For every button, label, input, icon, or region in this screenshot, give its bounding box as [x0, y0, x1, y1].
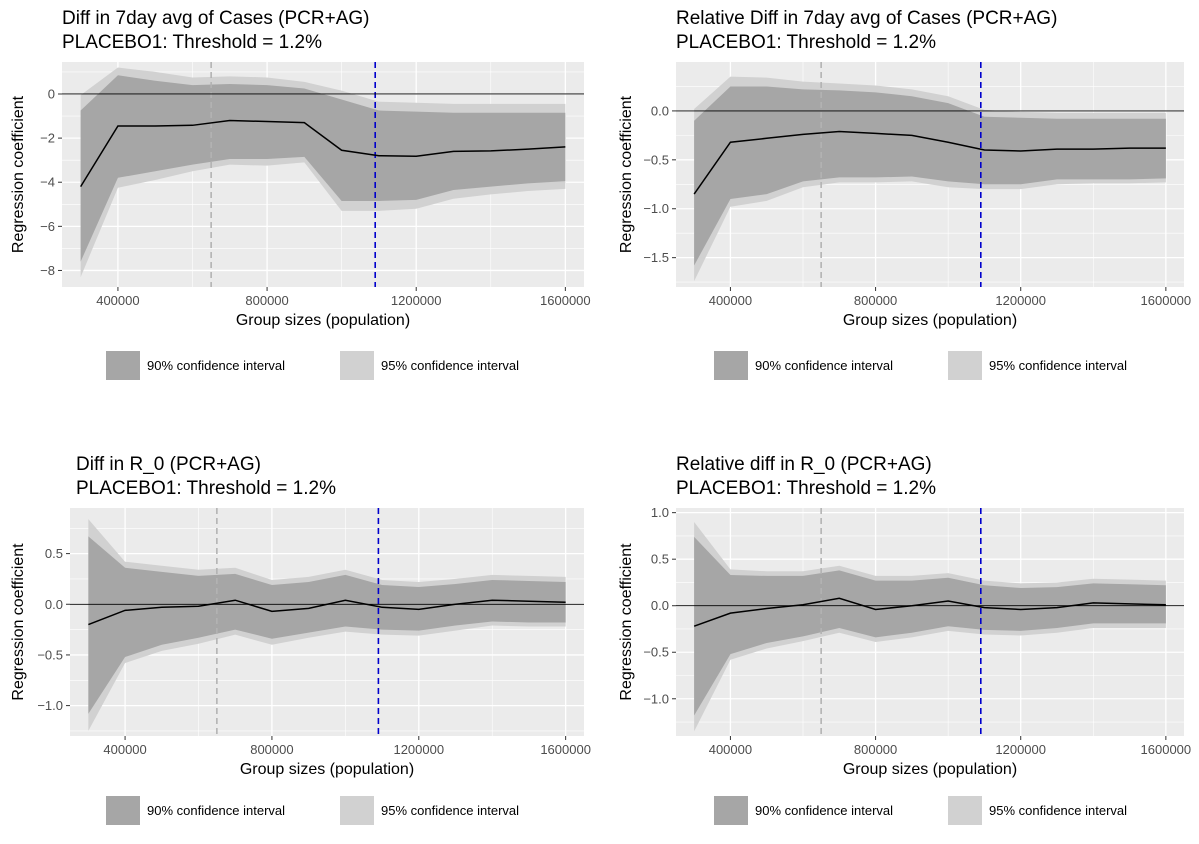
legend-label-ci95: 95% confidence interval: [381, 358, 519, 373]
legend-key-ci95: [340, 351, 374, 380]
chart-title: Diff in 7day avg of Cases (PCR+AG): [62, 8, 369, 29]
legend-label-ci90: 90% confidence interval: [755, 358, 893, 373]
ci90-ribbon: [694, 536, 1166, 716]
chart-panel-4: Relative diff in R_0 (PCR+AG) PLACEBO1: T…: [618, 454, 1191, 825]
legend-key-ci90: [106, 796, 140, 825]
x-tick-label: 1200000: [995, 742, 1046, 757]
legend-key-ci95: [948, 351, 982, 380]
y-tick-label: −8: [40, 263, 55, 278]
chart-subtitle: PLACEBO1: Threshold = 1.2%: [676, 32, 936, 53]
legend-label-ci95: 95% confidence interval: [989, 803, 1127, 818]
x-tick-label: 400000: [103, 742, 146, 757]
legend-label-ci90: 90% confidence interval: [755, 803, 893, 818]
y-axis-label: Regression coefficient: [618, 95, 635, 253]
estimate-line: [80, 119, 566, 188]
chart-title: Diff in R_0 (PCR+AG): [76, 454, 261, 475]
x-tick-label: 1600000: [1141, 293, 1192, 308]
y-tick-label: −2: [40, 131, 55, 146]
y-tick-label: 0.0: [651, 103, 669, 118]
x-tick-label: 400000: [96, 293, 139, 308]
y-tick-label: 0.0: [45, 597, 63, 612]
legend: 90% confidence interval 95% confidence in…: [106, 796, 519, 825]
x-tick-label: 400000: [709, 293, 752, 308]
x-tick-label: 1200000: [995, 293, 1046, 308]
y-tick-label: −0.5: [643, 645, 669, 660]
x-tick-label: 800000: [854, 293, 897, 308]
x-tick-label: 1600000: [540, 742, 591, 757]
ci90-ribbon: [88, 536, 566, 714]
x-tick-label: 1600000: [1141, 742, 1192, 757]
legend: 90% confidence interval 95% confidence in…: [714, 351, 1127, 380]
estimate-line: [693, 130, 1166, 195]
x-tick-label: 800000: [250, 742, 293, 757]
y-tick-label: −1.0: [643, 691, 669, 706]
y-axis-label: Regression coefficient: [618, 543, 635, 701]
legend-key-ci90: [714, 351, 748, 380]
legend-label-ci95: 95% confidence interval: [381, 803, 519, 818]
estimate-line: [88, 599, 566, 626]
legend-key-ci95: [948, 796, 982, 825]
x-tick-label: 800000: [245, 293, 288, 308]
y-tick-label: −6: [40, 219, 55, 234]
y-tick-label: −0.5: [643, 152, 669, 167]
y-tick-label: −4: [40, 175, 55, 190]
y-tick-label: 0: [48, 86, 55, 101]
chart-title: Relative Diff in 7day avg of Cases (PCR+…: [676, 8, 1057, 29]
y-tick-label: 0.0: [651, 598, 669, 613]
legend: 90% confidence interval 95% confidence in…: [714, 796, 1127, 825]
y-tick-label: −1.0: [643, 201, 669, 216]
x-tick-label: 400000: [709, 742, 752, 757]
legend-key-ci90: [714, 796, 748, 825]
ci90-ribbon: [80, 75, 566, 262]
chart-subtitle: PLACEBO1: Threshold = 1.2%: [62, 32, 322, 53]
legend-label-ci90: 90% confidence interval: [147, 358, 285, 373]
y-tick-label: −1.5: [643, 250, 669, 265]
y-axis-label: Regression coefficient: [10, 95, 27, 253]
y-tick-label: 1.0: [651, 505, 669, 520]
x-axis-label: Group sizes (population): [843, 761, 1017, 778]
y-tick-label: 0.5: [45, 546, 63, 561]
chart-panel-2: Relative Diff in 7day avg of Cases (PCR+…: [618, 8, 1191, 380]
chart-panel-3: Diff in R_0 (PCR+AG) PLACEBO1: Threshold …: [10, 454, 591, 825]
legend: 90% confidence interval 95% confidence in…: [106, 351, 519, 380]
x-axis-label: Group sizes (population): [240, 761, 414, 778]
chart-title: Relative diff in R_0 (PCR+AG): [676, 454, 932, 475]
chart-panel-1: Diff in 7day avg of Cases (PCR+AG) PLACEB…: [10, 8, 591, 380]
x-axis-label: Group sizes (population): [843, 312, 1017, 329]
x-tick-label: 1600000: [540, 293, 591, 308]
legend-key-ci90: [106, 351, 140, 380]
y-tick-label: −1.0: [37, 698, 63, 713]
x-axis-label: Group sizes (population): [236, 312, 410, 329]
y-tick-label: 0.5: [651, 552, 669, 567]
ci90-ribbon: [694, 86, 1166, 266]
legend-label-ci95: 95% confidence interval: [989, 358, 1127, 373]
y-axis-label: Regression coefficient: [10, 543, 27, 701]
legend-label-ci90: 90% confidence interval: [147, 803, 285, 818]
chart-subtitle: PLACEBO1: Threshold = 1.2%: [76, 478, 336, 499]
y-tick-label: −0.5: [37, 647, 63, 662]
x-tick-label: 1200000: [393, 742, 444, 757]
chart-subtitle: PLACEBO1: Threshold = 1.2%: [676, 478, 936, 499]
estimate-line: [693, 597, 1166, 627]
x-tick-label: 800000: [854, 742, 897, 757]
x-tick-label: 1200000: [391, 293, 442, 308]
legend-key-ci95: [340, 796, 374, 825]
